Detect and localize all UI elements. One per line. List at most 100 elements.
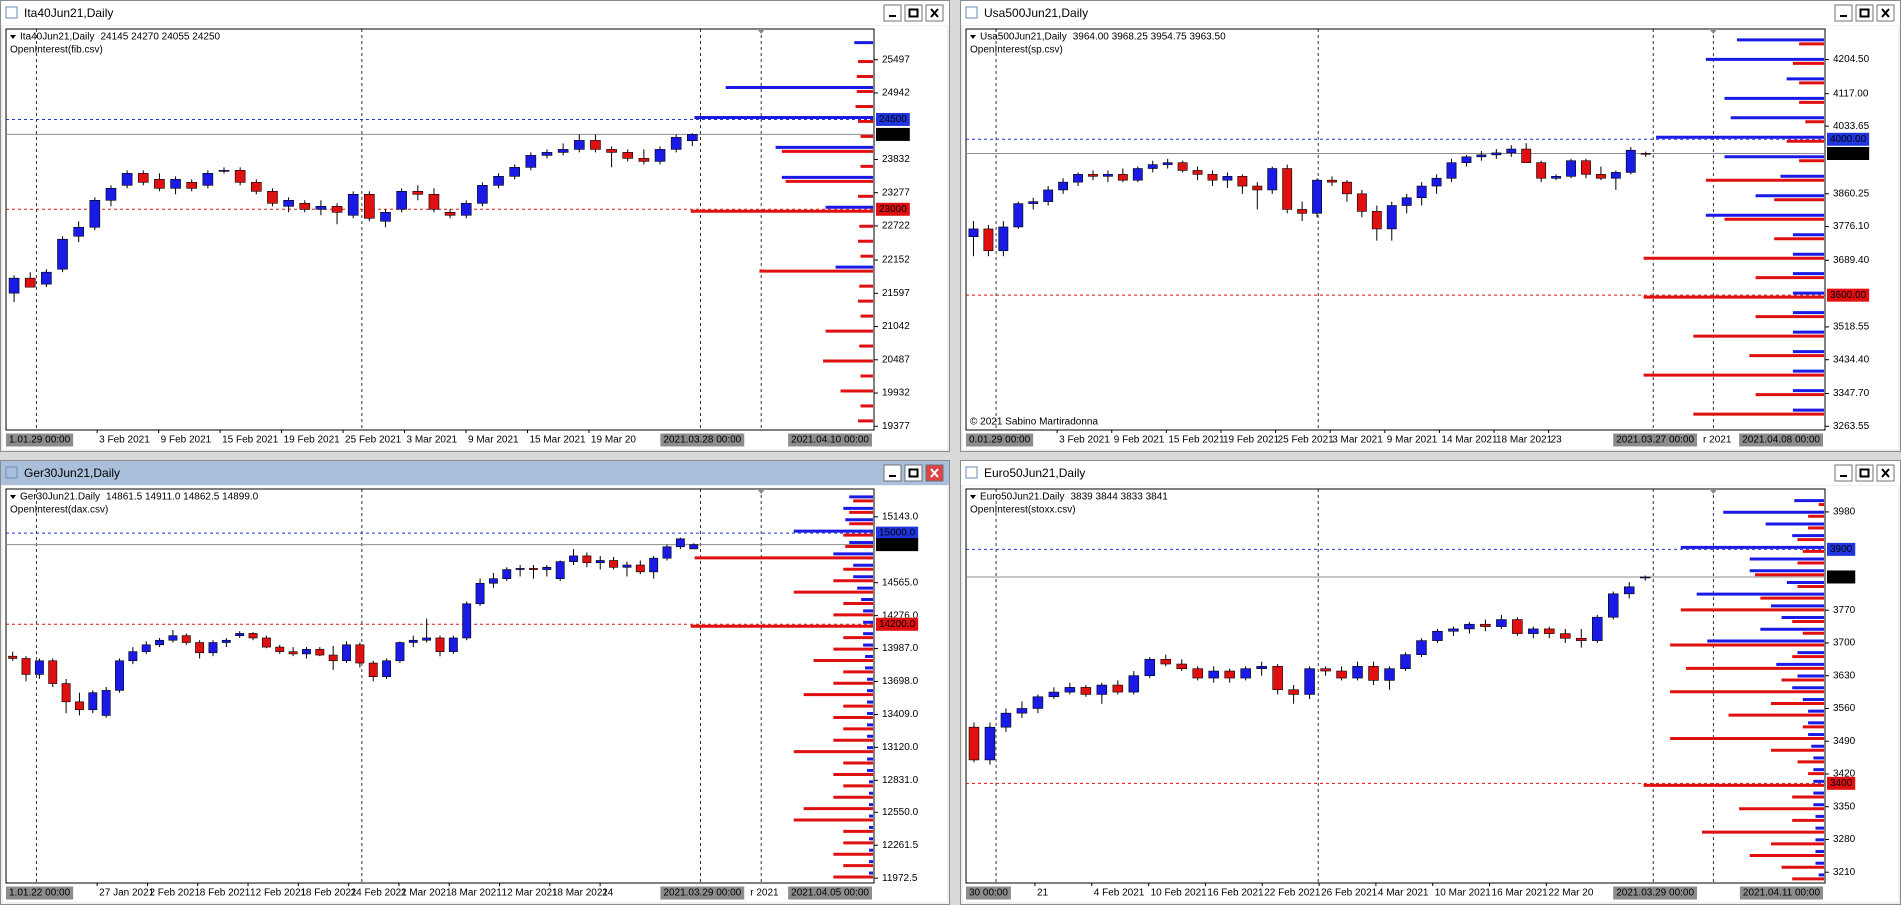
candle-body xyxy=(1304,668,1315,695)
candle-body xyxy=(1176,663,1188,669)
y-tick-label: 3350 xyxy=(1833,801,1856,812)
maximize-button[interactable] xyxy=(1855,464,1874,482)
y-tick-label: 4033.65 xyxy=(1833,121,1870,132)
candle-body xyxy=(542,566,552,570)
x-tick-label: 18 Mar 2021 xyxy=(552,888,609,899)
candle-body xyxy=(154,179,165,189)
candle-body xyxy=(1476,154,1487,158)
x-tick-label: 19 Feb 2021 xyxy=(1223,435,1280,446)
label-box xyxy=(1827,288,1870,302)
window-title: Usa500Jun21,Daily xyxy=(984,6,1088,20)
candle-body xyxy=(75,701,84,711)
candle-body xyxy=(1192,668,1203,679)
ohlc-label: 3964.00 3968.25 3954.75 3963.50 xyxy=(1073,32,1226,43)
x-tick-label: 2 Mar 2021 xyxy=(401,888,452,899)
candle-body xyxy=(368,662,378,678)
x-tick-label: 22 Mar 20 xyxy=(1548,888,1593,899)
x-tick-label: 15 Feb 2021 xyxy=(222,435,279,446)
y-tick-label: 19377 xyxy=(882,421,910,432)
plot-area xyxy=(965,488,1826,884)
candle-body xyxy=(1576,637,1587,641)
candle-body xyxy=(328,654,338,662)
maximize-glyph xyxy=(908,8,919,18)
label-box-text: 24500 xyxy=(879,114,907,125)
window-title: Ger30Jun21,Daily xyxy=(24,466,120,480)
header-arrow xyxy=(10,495,16,499)
candle-body xyxy=(1416,640,1427,655)
x-tick-label: 18 Feb 2021 xyxy=(300,888,357,899)
x-tick-label: 14 Mar 2021 xyxy=(1441,435,1498,446)
candle-body xyxy=(1048,691,1060,698)
candle-body xyxy=(541,152,553,156)
candle-body xyxy=(1536,162,1547,179)
candle-body xyxy=(1480,623,1491,627)
y-tick-label: 3860.25 xyxy=(1833,188,1870,199)
y-tick-label: 4117.00 xyxy=(1833,88,1869,99)
window-icon xyxy=(5,6,18,19)
candle-body xyxy=(347,194,359,216)
candle-body xyxy=(475,582,485,605)
title-bar xyxy=(1,461,949,485)
minimize-button[interactable] xyxy=(1834,464,1853,482)
indicator-label: OpenInterest(dax.csv) xyxy=(10,505,108,516)
label-box-text: 1.01.29 00:00 xyxy=(9,435,71,446)
y-tick-label: 25497 xyxy=(882,54,910,65)
window-icon xyxy=(965,466,978,479)
maximize-button[interactable] xyxy=(904,4,923,22)
candle-body xyxy=(155,639,165,646)
candle-body xyxy=(1371,211,1382,230)
candle-body xyxy=(315,649,325,656)
y-tick-label: 15143.0 xyxy=(882,511,919,522)
label-box xyxy=(966,433,1034,447)
label-box-text: 2021.03.29 00:00 xyxy=(663,888,741,899)
minimize-button[interactable] xyxy=(883,4,902,22)
y-tick-label: 14565.0 xyxy=(882,577,919,588)
candle-body xyxy=(477,185,488,204)
label-box-text: 3600.00 xyxy=(1830,290,1867,301)
candle-body xyxy=(582,555,592,564)
candle-body xyxy=(590,140,601,150)
label-box xyxy=(1827,132,1870,146)
window-title: Ita40Jun21,Daily xyxy=(24,6,113,20)
candle-body xyxy=(488,578,498,584)
y-tick-label: 3630 xyxy=(1833,670,1856,681)
maximize-button[interactable] xyxy=(904,464,923,482)
minimize-glyph xyxy=(1840,475,1847,477)
x-tick-label: 25 Feb 2021 xyxy=(345,435,402,446)
maximize-button[interactable] xyxy=(1855,4,1874,22)
candle-body xyxy=(89,200,101,228)
candle-body xyxy=(435,637,445,652)
candle-body xyxy=(1032,696,1044,709)
label-box xyxy=(1827,776,1856,790)
window-title: Euro50Jun21,Daily xyxy=(984,466,1085,480)
candle-body xyxy=(569,555,578,562)
maximize-glyph xyxy=(1859,468,1870,478)
minimize-button[interactable] xyxy=(883,464,902,482)
candle-body xyxy=(1312,179,1323,214)
candle-body xyxy=(288,651,298,655)
label-box xyxy=(1827,147,1870,161)
y-tick-label: 21042 xyxy=(882,321,910,332)
minimize-button[interactable] xyxy=(1834,4,1853,22)
x-tick-label: r 2021 xyxy=(1703,435,1732,446)
candle-body xyxy=(61,683,71,703)
x-tick-label: 19 Mar 20 xyxy=(591,435,636,446)
candle-body xyxy=(1639,576,1651,579)
candle-body xyxy=(1595,174,1606,179)
candle-body xyxy=(202,173,214,186)
candle-body xyxy=(1096,684,1108,695)
x-tick-label: 9 Mar 2021 xyxy=(468,435,519,446)
x-tick-label: 16 Feb 2021 xyxy=(1207,888,1264,899)
candle-body xyxy=(137,173,149,183)
label-box-text: 3400 xyxy=(1830,778,1853,789)
symbol-label: Usa500Jun21,Daily xyxy=(980,32,1067,43)
candle-body xyxy=(1073,174,1083,183)
y-tick-label: 3689.40 xyxy=(1833,255,1870,266)
candle-body xyxy=(275,646,285,652)
symbol-label: Euro50Jun21.Daily xyxy=(980,492,1065,503)
label-box xyxy=(1613,886,1698,900)
y-tick-label: 3490 xyxy=(1833,736,1856,747)
candle-body xyxy=(1058,181,1069,191)
y-tick-label: 22152 xyxy=(882,255,910,266)
candle-body xyxy=(493,176,504,186)
